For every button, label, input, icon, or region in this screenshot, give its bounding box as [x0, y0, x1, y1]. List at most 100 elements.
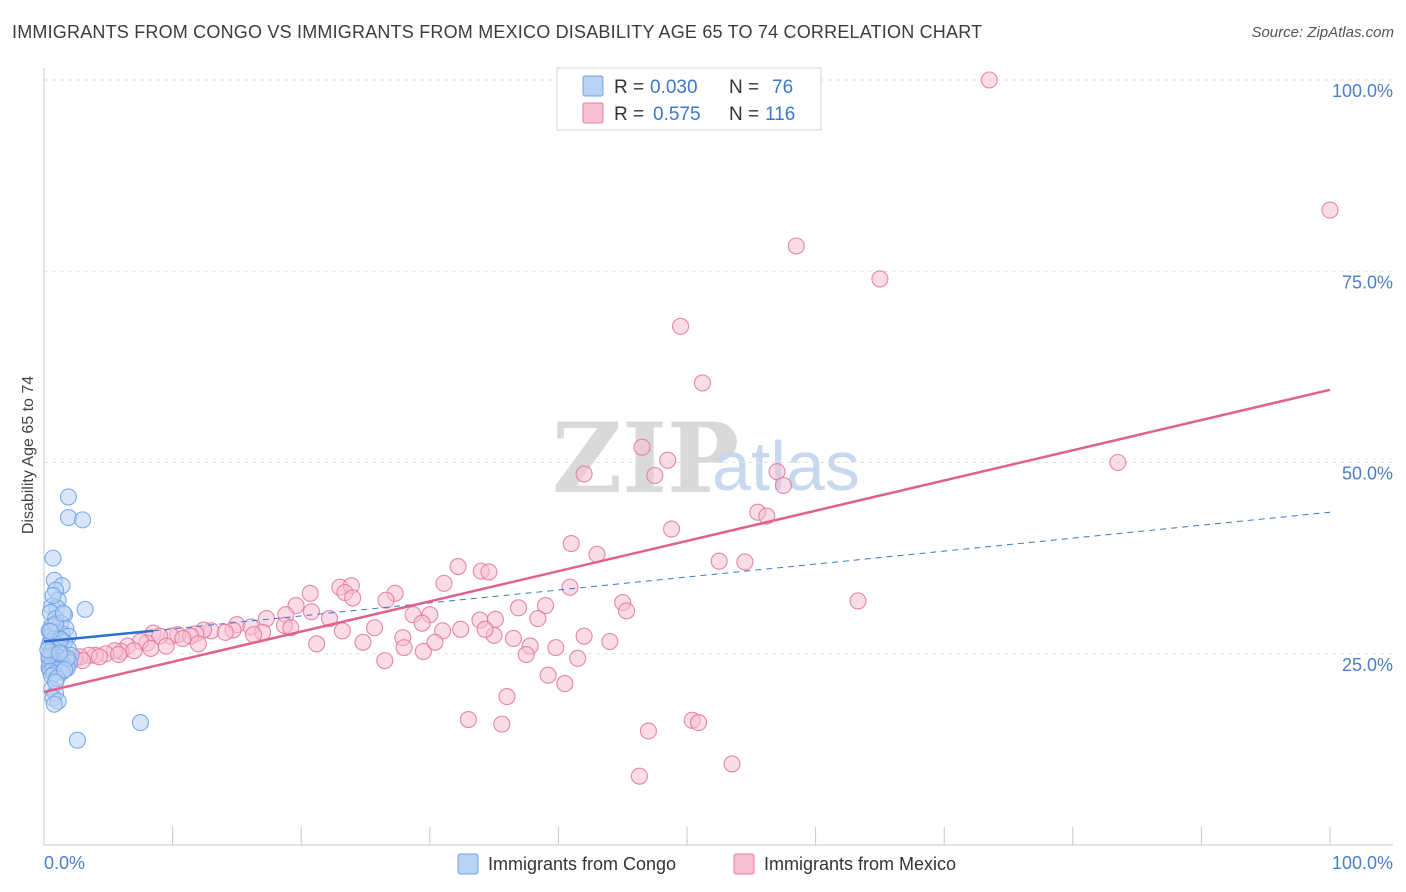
mexico-point-15: [663, 520, 681, 538]
legend-r-value-congo: 0.030: [650, 77, 698, 98]
chart-title: IMMIGRANTS FROM CONGO VS IMMIGRANTS FROM…: [12, 22, 983, 42]
mexico-point-101: [189, 635, 207, 653]
congo-point-62: [45, 695, 63, 713]
mexico-point-51: [365, 619, 384, 637]
trend-lines: [43, 388, 1331, 694]
mexico-point-70: [395, 639, 413, 657]
mexico-point-18: [710, 552, 728, 570]
mexico-point-98: [125, 642, 143, 660]
mexico-point-8: [768, 463, 786, 481]
mexico-point-20: [449, 557, 467, 576]
legend-n-value-congo: 76: [772, 77, 793, 98]
x-tick-label-min: 0.0%: [44, 853, 85, 873]
legend-r-label-congo: R =: [614, 77, 644, 98]
mexico-point-19: [736, 553, 754, 571]
bottom-legend: Immigrants from Congo Immigrants from Me…: [457, 853, 956, 875]
series-congo-points: [39, 488, 149, 749]
congo-point-0: [59, 488, 77, 506]
mexico-point-5: [693, 374, 711, 392]
mexico-point-110: [493, 715, 511, 733]
mexico-point-38: [320, 610, 339, 628]
mexico-point-114: [690, 714, 708, 732]
congo-trend-line: [43, 629, 154, 643]
mexico-point-11: [774, 476, 793, 495]
mexico-point-46: [413, 614, 431, 632]
mexico-point-12: [1109, 453, 1127, 472]
congo-point-75: [50, 644, 68, 662]
bottom-legend-label-mexico: Immigrants from Mexico: [764, 854, 956, 874]
mexico-point-108: [556, 675, 574, 693]
mexico-point-10: [646, 466, 664, 485]
y-tick-label-75: 75.0%: [1342, 272, 1393, 292]
legend-n-label-mexico: N =: [729, 104, 759, 125]
mexico-point-109: [498, 688, 516, 706]
mexico-point-111: [459, 710, 477, 729]
mexico-point-97: [110, 645, 128, 664]
legend-swatch-mexico: [582, 102, 604, 124]
mexico-point-96: [90, 648, 108, 666]
y-tick-label-50: 50.0%: [1342, 464, 1393, 484]
mexico-point-72: [426, 633, 444, 651]
mexico-point-35: [509, 599, 528, 617]
mexico-point-116: [630, 767, 648, 785]
mexico-point-62: [333, 622, 351, 640]
legend-swatch-congo: [582, 75, 604, 97]
mexico-point-31: [849, 592, 867, 610]
mexico-point-1: [1321, 201, 1339, 219]
mexico-point-33: [618, 602, 636, 620]
mexico-point-119: [376, 652, 394, 670]
mexico-point-118: [517, 645, 535, 664]
mexico-point-103: [308, 635, 326, 653]
y-axis-label: Disability Age 65 to 74: [20, 376, 37, 534]
mexico-point-69: [601, 632, 619, 651]
legend-n-value-mexico: 116: [765, 104, 795, 125]
y-tick-label-25: 25.0%: [1342, 655, 1393, 675]
y-tick-labels: 25.0% 50.0% 75.0% 100.0%: [1332, 81, 1393, 675]
mexico-point-71: [414, 642, 432, 661]
mexico-point-78: [157, 637, 175, 655]
mexico-point-67: [504, 629, 522, 648]
legend-n-label-congo: N =: [729, 77, 759, 98]
mexico-point-2: [787, 237, 805, 255]
mexico-point-55: [216, 623, 234, 641]
mexico-point-68: [575, 627, 593, 645]
mexico-point-117: [569, 649, 587, 667]
legend-r-value-mexico: 0.575: [653, 104, 701, 125]
x-tick-label-max: 100.0%: [1332, 853, 1393, 873]
mexico-point-45: [529, 610, 547, 628]
y-tick-label-100: 100.0%: [1332, 81, 1393, 101]
mexico-point-30: [344, 589, 362, 607]
mexico-point-41: [377, 591, 395, 609]
mexico-point-73: [476, 620, 494, 638]
axes: [43, 68, 1393, 846]
watermark: ZIP atlas: [552, 402, 860, 515]
mexico-point-16: [562, 535, 580, 553]
congo-point-70: [41, 623, 59, 641]
mexico-point-0: [980, 71, 998, 89]
congo-trend-line-extended: [153, 511, 1331, 632]
congo-point-2: [74, 511, 92, 529]
source-credit: Source: ZipAtlas.com: [1251, 24, 1394, 41]
mexico-point-9: [575, 465, 593, 483]
mexico-point-23: [435, 574, 453, 592]
mexico-point-106: [547, 639, 565, 657]
legend-r-label-mexico: R =: [614, 104, 644, 125]
bottom-legend-swatch-congo: [457, 853, 479, 875]
congo-point-1: [59, 509, 77, 527]
mexico-point-115: [723, 755, 741, 773]
legend: R = 0.030 N = 76 R = 0.575 N = 116: [556, 67, 822, 131]
watermark-zip: ZIP: [552, 402, 739, 515]
mexico-point-61: [282, 619, 300, 637]
mexico-point-107: [539, 666, 557, 684]
congo-point-64: [68, 731, 86, 749]
mexico-point-22: [480, 563, 498, 581]
mexico-point-4: [672, 317, 690, 335]
bottom-legend-label-congo: Immigrants from Congo: [488, 854, 676, 874]
mexico-point-7: [659, 451, 677, 469]
mexico-trend-line: [43, 388, 1331, 694]
mexico-point-24: [561, 578, 579, 596]
congo-point-67: [54, 604, 72, 622]
mexico-point-65: [452, 620, 470, 638]
congo-point-10: [76, 600, 94, 618]
